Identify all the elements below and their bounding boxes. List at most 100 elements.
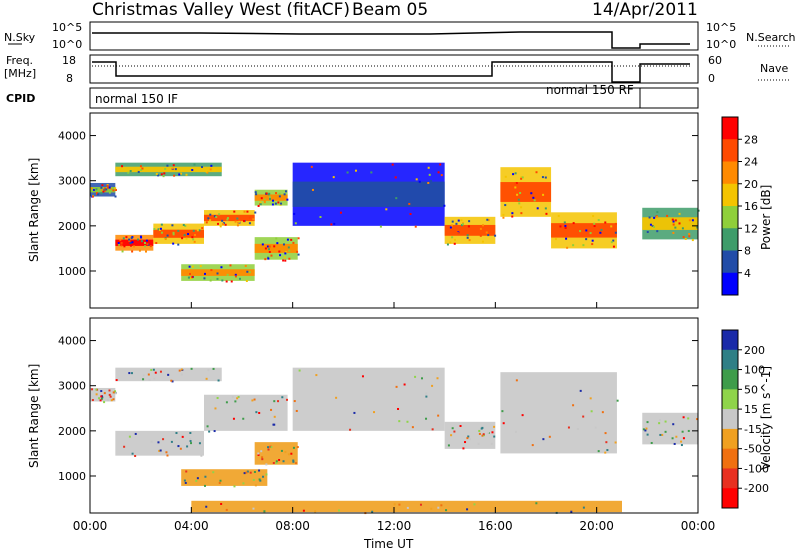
nsky-trace [92,31,690,49]
date-label: 14/Apr/2011 [592,0,698,20]
colorbar-tick-label: 50 [744,383,758,396]
x-tick-label: 04:00 [174,519,209,533]
y-tick-label: 1000 [58,265,86,278]
x-tick-label: 12:00 [377,519,412,533]
power-band [444,216,497,246]
x-tick-label: 00:00 [681,519,716,533]
freq-tick-top: 18 [62,54,76,67]
velocity-y-axis: 1000 2000 3000 4000 [58,335,698,483]
power-colorbar-label: Power [dB] [759,185,773,250]
nave-tick-top: 60 [708,54,722,67]
nsearch-tick-top: 10^5 [706,21,736,34]
velocity-band [181,469,268,488]
power-band [181,264,255,283]
colorbar-tick-label: 16 [744,200,758,213]
colorbar-tick-label: 8 [744,245,751,258]
colorbar-swatch [722,488,738,509]
power-band [115,234,154,253]
freq-trace [92,61,690,83]
velocity-colorbar: 200 100 50 15 -15 -50 -100 -200 Velocity [m s^-… [721,329,773,509]
velocity-band [292,367,445,431]
y-tick-label: 2000 [58,425,86,438]
y-tick-label: 1000 [58,470,86,483]
colorbar-swatch [722,139,738,162]
x-tick-label: 08:00 [275,519,310,533]
power-band [254,237,300,262]
velocity-colorbar-label: Velocity [m s^-1] [759,366,773,470]
y-tick-label: 2000 [58,220,86,233]
power-band [115,162,222,178]
colorbar-swatch [722,369,738,390]
colorbar-swatch [722,448,738,469]
x-tick-label: 20:00 [579,519,614,533]
colorbar-swatch [722,428,738,450]
colorbar-tick-label: 15 [744,403,758,416]
colorbar-swatch [722,272,738,296]
power-colorbar: 28 24 20 16 12 8 4 Power [dB] [721,116,773,296]
power-ylabel: Slant Range [km] [27,158,41,262]
nsearch-tick-bottom: 10^0 [706,38,736,51]
velocity-data [90,367,699,515]
nsky-label: N.Sky [4,31,36,44]
colorbar-tick-label: 24 [744,156,758,169]
freq-label-2: [MHz] [4,67,36,80]
power-band [204,210,257,228]
power-data [90,162,700,283]
velocity-band [500,372,619,454]
cpid-strip: CPID normal 150 IF normal 150 RF [6,83,699,109]
power-band [500,167,552,219]
colorbar-tick-label: 20 [744,178,758,191]
velocity-band [90,387,117,404]
velocity-band [204,394,288,433]
y-tick-label: 3000 [58,380,86,393]
velocity-band [444,421,496,450]
x-tick-label: 00:00 [73,519,108,533]
colorbar-swatch [722,468,738,489]
nsearch-label: N.Search [746,31,796,44]
cpid-right-text: normal 150 RF [546,83,634,97]
colorbar-swatch [722,330,738,351]
beam-label: Beam 05 [352,0,428,20]
power-band [153,223,204,246]
power-y-axis: 1000 2000 3000 4000 [58,130,698,278]
velocity-band [115,430,204,457]
colorbar-swatch [722,161,738,185]
colorbar-tick-label: 100 [744,364,765,377]
colorbar-swatch [722,183,738,207]
colorbar-tick-label: -100 [744,462,769,475]
freq-strip: Freq. [MHz] 18 8 60 0 Nave [4,54,790,85]
colorbar-tick-label: -15 [744,423,762,436]
colorbar-swatch [722,206,738,229]
colorbar-swatch [722,349,738,371]
x-axis: 00:00 04:00 08:00 12:00 16:00 20:00 00:00 [73,302,716,533]
colorbar-tick-label: 200 [744,344,765,357]
power-band [254,189,289,207]
colorbar-swatch [722,117,738,140]
colorbar-tick-label: 4 [744,267,751,280]
colorbar-swatch [722,389,738,410]
velocity-band [642,412,699,447]
x-axis-label: Time UT [363,537,414,551]
power-band [292,162,446,228]
freq-tick-bottom: 8 [66,72,73,85]
colorbar-swatch [722,228,738,251]
colorbar-frame [721,329,739,509]
velocity-ylabel: Slant Range [km] [27,364,41,468]
station-title: Christmas Valley West (fitACF) [92,0,350,20]
colorbar-tick-label: 12 [744,222,758,235]
colorbar-tick-label: -200 [744,482,769,495]
colorbar-swatch [722,250,738,274]
power-band [90,182,117,198]
power-band [642,207,700,242]
power-panel: 1000 2000 3000 4000 Slant Range [km] [27,112,700,309]
nsky-tick-bottom: 10^0 [52,38,82,51]
velocity-band [191,500,623,515]
nsky-strip: N.Sky 10^5 10^0 10^5 10^0 N.Search [4,21,796,51]
cpid-label: CPID [6,92,35,105]
y-tick-label: 3000 [58,175,86,188]
nave-tick-bottom: 0 [708,72,715,85]
velocity-band [115,367,222,383]
x-tick-label: 16:00 [478,519,513,533]
